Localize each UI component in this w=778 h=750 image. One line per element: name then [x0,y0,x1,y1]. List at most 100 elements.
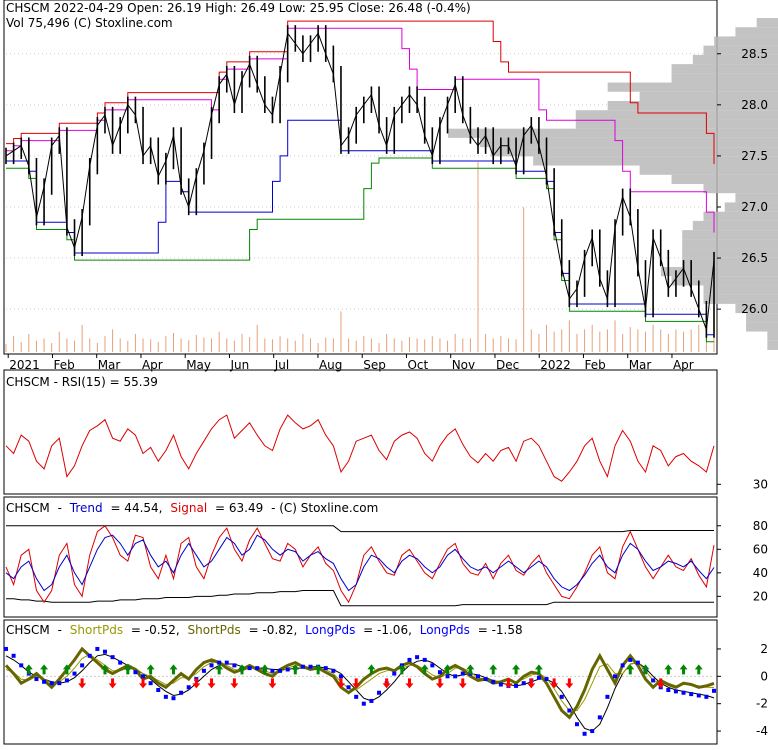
short1-line [4,646,715,720]
x-tick-label: Aug [319,358,342,372]
trend-y-tick-label: 80 [753,519,768,533]
up-arrow-icon [215,664,224,675]
rsi-y-tick-label: 30 [753,477,768,491]
long1-point [620,663,625,668]
long1-point [445,674,450,679]
pds-header-long1-value: = -1.06, [363,623,412,637]
volume-profile-bar [692,54,778,65]
long1-point [148,681,153,686]
down-arrow-icon [192,678,201,689]
price-subheader: Vol 75,496 (C) Stoxline.com [6,16,173,30]
up-arrow-icon [443,664,452,675]
down-arrow-icon [550,678,559,689]
long1-point [712,688,716,693]
long1-point [369,698,374,703]
long1-point [392,671,397,676]
volume-profile-bar [746,313,778,323]
long1-point [407,657,412,662]
volume-profile-bar [607,82,778,92]
pds-header-long2-value: = -1.58 [478,623,523,637]
volume-profile-bar [724,202,778,212]
x-tick-label: Feb [53,358,74,372]
up-arrow-icon [694,664,703,675]
pds-y-tick-label: -4 [756,724,768,738]
down-arrow-icon [108,678,117,689]
down-arrow-icon [656,678,665,689]
long1-point [209,663,214,668]
long1-point [498,682,503,687]
pds-header-dash: - [58,623,62,637]
long1-point [590,729,595,734]
long1-point [42,679,47,684]
down-arrow-icon [382,678,391,689]
up-arrow-icon [24,664,33,675]
long1-point [666,688,671,692]
long1-point [430,663,435,668]
pds-header-short2-label: ShortPds [187,623,240,637]
up-arrow-icon [238,664,246,675]
volume-profile-bar [533,156,778,166]
long1-point [361,701,366,706]
long1-point [597,715,602,720]
trend-header-prefix: CHSCM [6,501,50,515]
price-overlays [5,20,715,343]
up-arrow-icon [397,664,406,675]
long1-point [567,708,572,713]
long1-point [179,690,184,695]
up-arrow-icon [62,664,71,675]
up-arrow-icon [100,664,109,675]
x-axis-ticks: 2021 Feb Mar Apr May Jun Jul Aug Sep Oct Nov Dec 202… [7,354,694,372]
trend-panel-frame [3,496,718,618]
volume-profile-bar [575,110,778,120]
long1-point [476,674,480,679]
long1-point [574,722,579,727]
long1-point [34,677,39,682]
up-arrow-icon [291,664,300,675]
down-arrow-icon [405,678,414,689]
long1-point [110,655,115,660]
long1-point [80,663,85,668]
volume-profile-bar [639,91,778,101]
long1-point [613,674,618,679]
long1-point [4,646,8,651]
long1-point [331,668,336,673]
long1-point [346,685,351,690]
rsi-header: CHSCM - RSI(15) = 55.39 [6,375,158,389]
volume-profile-bar [682,239,778,249]
long1-point [72,671,77,676]
volume-profile-bar [607,101,778,111]
volume-profile-bar [671,73,778,83]
down-arrow-icon [268,678,277,689]
up-arrow-icon [679,664,688,675]
long1-point [95,646,100,651]
x-tick-label: Jun [229,358,249,372]
long1-point [453,674,458,679]
volume-profile-bar [735,193,778,203]
volume-profile-bar [682,257,778,267]
rsi-line [5,414,715,482]
long1-point [460,671,465,676]
volume-profile-bar [575,119,778,129]
long1-point [11,653,16,658]
long1-point [651,678,656,683]
down-arrow-icon [139,678,148,689]
trend-y-tick-label: 60 [753,542,768,556]
trend-y-tick-label: 20 [753,589,768,603]
trend-line [5,534,715,592]
x-tick-label: Feb [584,358,605,372]
long1-point [201,668,206,673]
price-y-tick-label: 26.5 [741,251,768,265]
long1-point [696,693,701,698]
volume-profile-bar [682,248,778,258]
trend-upper-band [6,525,714,533]
x-tick-label: Sep [363,358,386,372]
long1-point [483,677,488,682]
down-arrow-icon [352,678,361,689]
long1-point [186,685,191,690]
ma-magenta-line [6,27,715,233]
price-y-tick-label: 27.0 [741,200,768,214]
volume-bars [5,162,715,352]
up-arrow-icon [626,664,635,675]
x-tick-label: Apr [142,358,163,372]
